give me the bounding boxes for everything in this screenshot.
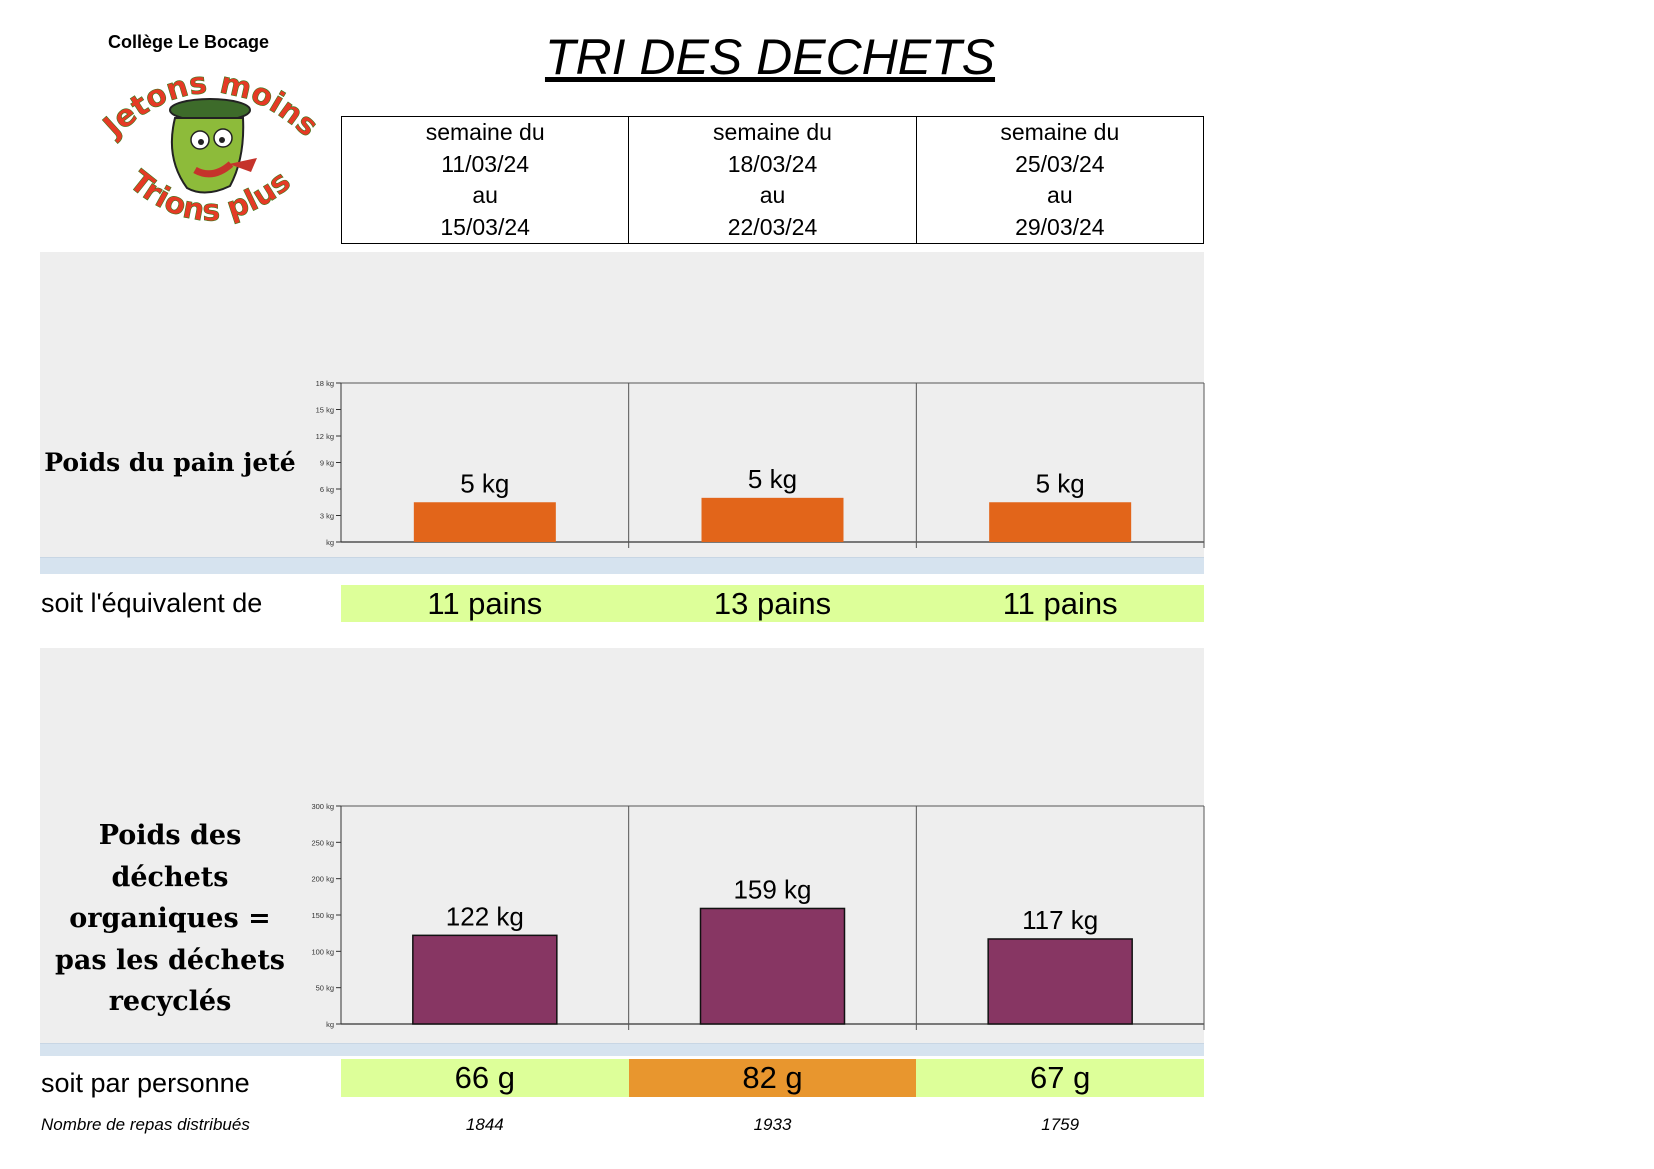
per-person-band: 66 g 82 g 67 g (341, 1059, 1205, 1097)
bread-data-label: 5 kg (1036, 468, 1085, 498)
per-person-value: 82 g (628, 1059, 917, 1097)
bread-y-tick-label: 18 kg (316, 379, 334, 388)
bread-equivalent-band: 11 pains 13 pains 11 pains (341, 585, 1205, 622)
equivalent-label: soit l'équivalent de (41, 588, 263, 618)
bread-y-tick-label: 3 kg (320, 512, 334, 521)
bread-y-tick-label: 9 kg (320, 459, 334, 468)
meals-value: 1933 (753, 1115, 792, 1134)
bread-data-label: 5 kg (748, 464, 797, 494)
meals-value: 1759 (1041, 1115, 1080, 1134)
bread-weight-label: Poids du pain jeté (44, 448, 296, 477)
bread-y-tick-label: 12 kg (316, 432, 334, 441)
organic-bar (699, 907, 846, 1025)
per-person-value: 67 g (916, 1059, 1205, 1097)
organic-y-tick-label: 200 kg (311, 875, 334, 884)
panel-divider (40, 1043, 1204, 1056)
week-cell: semaine du 11/03/24 au 15/03/24 (340, 116, 630, 244)
organic-y-tick-label: 150 kg (311, 911, 334, 920)
bread-data-label: 5 kg (460, 468, 509, 498)
bread-equivalent-value: 11 pains (916, 585, 1205, 622)
logo: Jetons moins Trions plus (95, 66, 325, 229)
organic-data-label: 159 kg (733, 874, 811, 904)
organic-data-label: 117 kg (1022, 905, 1098, 935)
organic-y-tick-label: kg (326, 1020, 334, 1029)
week-cell: semaine du 25/03/24 au 29/03/24 (915, 116, 1205, 244)
bread-equivalent-value: 13 pains (628, 585, 917, 622)
organic-data-label: 122 kg (446, 901, 524, 931)
organic-y-tick-label: 300 kg (311, 802, 334, 811)
weeks-table: semaine du 11/03/24 au 15/03/24 semaine … (340, 116, 1205, 244)
organic-y-tick-label: 100 kg (311, 947, 334, 956)
bread-y-tick-label: 15 kg (316, 406, 334, 415)
organic-y-tick-label: 250 kg (311, 838, 334, 847)
bread-bar (701, 497, 844, 542)
meals-value: 1844 (465, 1115, 504, 1134)
organic-bar (987, 938, 1133, 1025)
page-title: TRI DES DECHETS (544, 29, 996, 85)
bread-y-tick-label: kg (326, 538, 334, 547)
bread-y-tick-label: 6 kg (320, 485, 334, 494)
per-person-value: 66 g (341, 1059, 629, 1097)
trash-bin-mascot-icon (169, 98, 257, 194)
per-person-label: soit par personne (41, 1068, 250, 1098)
bread-equivalent-value: 11 pains (341, 585, 629, 622)
organic-y-tick-label: 50 kg (316, 984, 334, 993)
bread-bar (989, 502, 1132, 542)
bread-bar (413, 502, 556, 542)
panel-divider (40, 557, 1204, 574)
school-name: Collège Le Bocage (108, 32, 270, 52)
meals-row: 1844 1933 1759 (341, 1115, 1204, 1135)
organic-weight-label: Poids des déchets organiques = pas les d… (55, 820, 285, 1017)
organic-bar (412, 934, 558, 1025)
meals-label: Nombre de repas distribués (41, 1115, 250, 1134)
